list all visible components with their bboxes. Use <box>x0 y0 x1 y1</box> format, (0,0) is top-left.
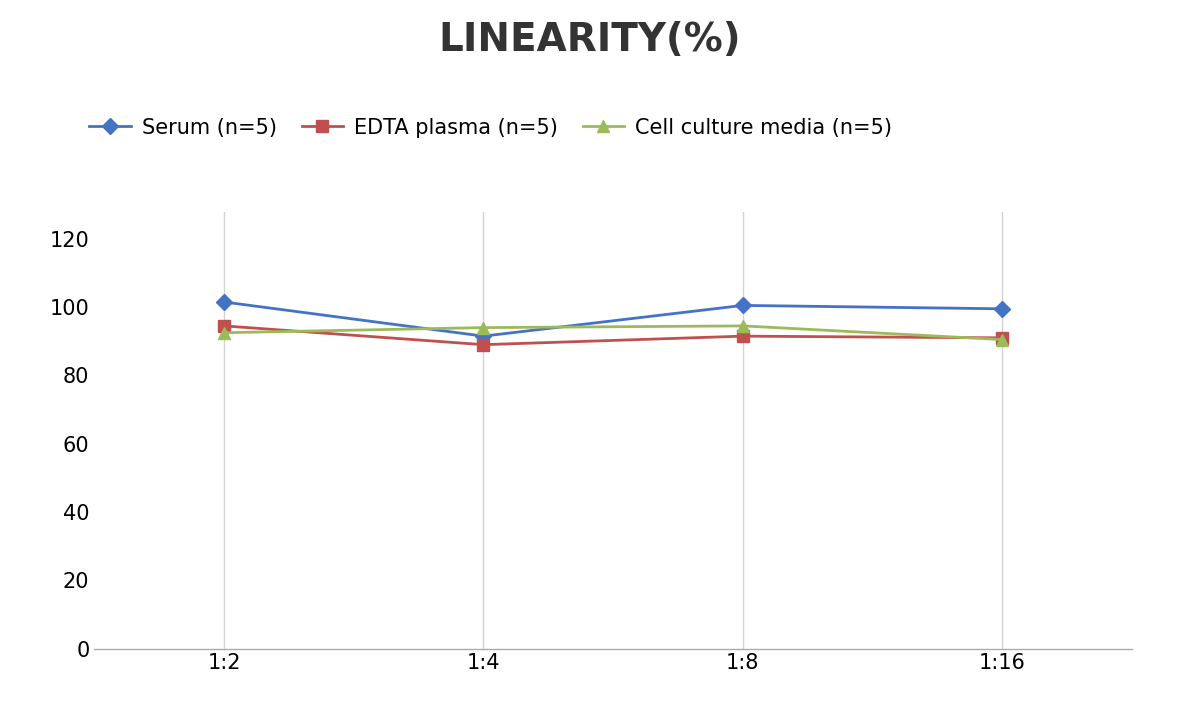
Text: LINEARITY(%): LINEARITY(%) <box>439 21 740 59</box>
Legend: Serum (n=5), EDTA plasma (n=5), Cell culture media (n=5): Serum (n=5), EDTA plasma (n=5), Cell cul… <box>81 109 900 146</box>
